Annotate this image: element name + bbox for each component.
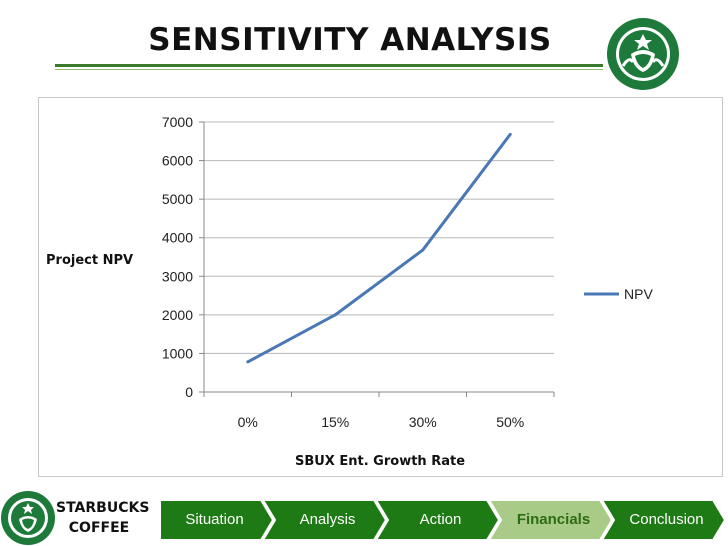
npv-line-chart: 0 1000 2000 3000 4000 5000 6000 7000 0% 15% 30% 50%…: [46, 114, 653, 469]
x-tick-label-3: 50%: [496, 414, 524, 430]
x-axis-label: SBUX Ent. Growth Rate: [295, 454, 465, 469]
title-underline-thin: [55, 69, 603, 70]
x-tick-label-2: 30%: [409, 414, 437, 430]
nav-tab-financials[interactable]: Financials: [516, 511, 591, 528]
y-tick-label-4000: 4000: [162, 230, 193, 246]
nav-tab-action[interactable]: Action: [419, 511, 462, 528]
data-point-30%: [421, 248, 425, 252]
section-nav-arrows: [160, 500, 725, 540]
title-underline: [55, 64, 603, 67]
data-point-50%: [508, 132, 512, 136]
x-tick-label-0: 0%: [238, 414, 258, 430]
series-line-npv: [247, 133, 512, 364]
nav-tab-shape-analysis: [261, 500, 388, 540]
y-tick-label-6000: 6000: [162, 153, 193, 169]
starbucks-logo-icon: [605, 16, 681, 92]
y-tick-label-1000: 1000: [162, 345, 193, 361]
nav-tab-analysis[interactable]: Analysis: [299, 511, 356, 528]
nav-tab-shape-financials: [487, 500, 614, 540]
nav-tab-shape-action: [374, 500, 501, 540]
y-tick-label-3000: 3000: [162, 268, 193, 284]
brand-line-1: STARBUCKS: [56, 500, 150, 516]
data-point-15%: [333, 313, 337, 317]
chart-frame: 0 1000 2000 3000 4000 5000 6000 7000 0% 15% 30% 50%…: [38, 97, 723, 477]
x-tick-label-1: 15%: [321, 414, 349, 430]
section-nav: Situation Analysis Action Financials Conclus…: [160, 500, 725, 540]
starbucks-footer-logo-icon: [1, 491, 55, 545]
legend-label-npv: NPV: [624, 286, 653, 302]
y-tick-label-5000: 5000: [162, 191, 193, 207]
y-axis-label: Project NPV: [46, 253, 133, 268]
nav-tab-shape-conclusion: [600, 500, 725, 540]
data-point-0%: [246, 360, 250, 364]
brand-line-2: COFFEE: [68, 520, 130, 536]
nav-tab-conclusion[interactable]: Conclusion: [629, 511, 704, 528]
legend: NPV: [584, 286, 653, 302]
y-tick-label-0: 0: [185, 384, 193, 400]
nav-tab-situation[interactable]: Situation: [185, 511, 244, 528]
brand-name: STARBUCKS COFFEE: [56, 498, 150, 538]
y-tick-label-2000: 2000: [162, 307, 193, 323]
slide-title: SENSITIVITY ANALYSIS: [148, 22, 552, 58]
y-tick-label-7000: 7000: [162, 114, 193, 130]
nav-tab-shape-situation: [160, 500, 275, 540]
